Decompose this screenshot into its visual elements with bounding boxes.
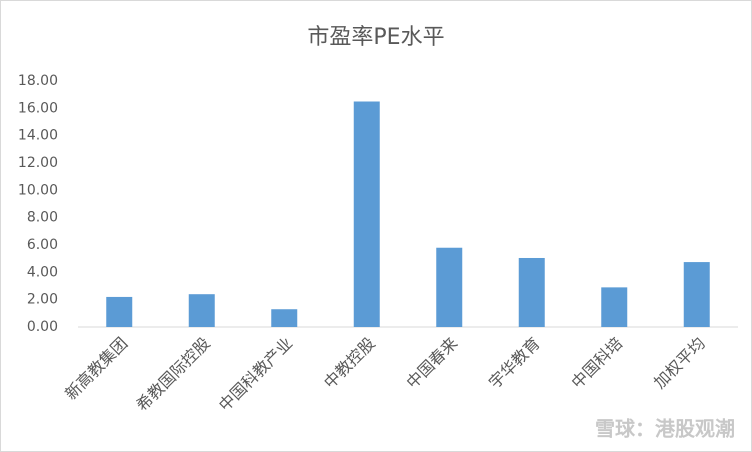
- y-tick-label: 14.00: [18, 128, 58, 144]
- y-tick-label: 6.00: [27, 237, 58, 253]
- watermark: 雪球：港股观潮: [595, 417, 735, 441]
- chart-title: 市盈率PE水平: [307, 25, 444, 50]
- y-tick-label: 12.00: [18, 155, 58, 171]
- bar: [601, 287, 628, 327]
- bar: [271, 309, 298, 327]
- bar: [353, 101, 380, 327]
- y-tick-label: 10.00: [18, 182, 58, 198]
- y-tick-label: 16.00: [18, 100, 58, 116]
- bar: [683, 262, 710, 327]
- bar: [518, 257, 545, 327]
- y-tick-label: 8.00: [27, 210, 58, 226]
- bar: [106, 296, 133, 327]
- y-tick-label: 2.00: [27, 292, 58, 308]
- y-tick-label: 18.00: [18, 73, 58, 89]
- y-tick-label: 0.00: [27, 319, 58, 335]
- y-tick-label: 4.00: [27, 264, 58, 280]
- bar: [436, 247, 463, 327]
- bar: [188, 294, 215, 327]
